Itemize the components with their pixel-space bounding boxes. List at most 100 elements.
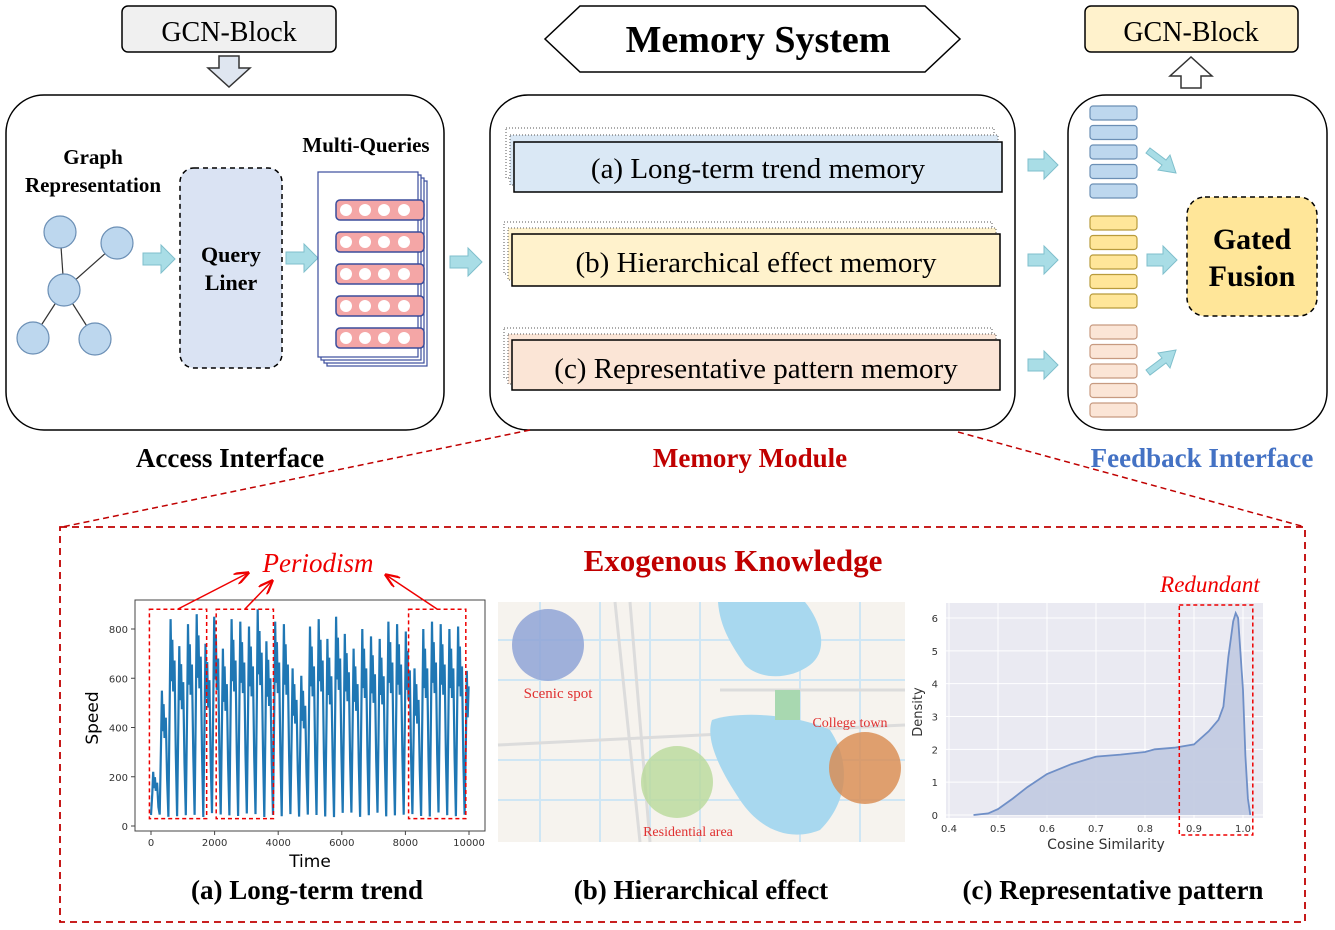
query-dot <box>359 332 371 344</box>
residential-area-label: Residential area <box>643 825 734 840</box>
caption-representative-pattern: (c) Representative pattern <box>963 875 1264 905</box>
periodism-highlight-box <box>215 608 275 820</box>
y-axis-label: Speed <box>83 691 103 744</box>
residential-area-region <box>641 746 713 818</box>
down-arrow-icon <box>206 55 252 89</box>
embedding-bar <box>1089 343 1138 360</box>
memory-system-title: Memory System <box>626 19 891 61</box>
x-tick-label: 0.4 <box>941 824 957 835</box>
memory-a-label: (a) Long-term trend memory <box>591 153 926 185</box>
hierarchical-effect-map: Scenic spot College town Residential are… <box>497 601 906 843</box>
query-dot <box>340 268 352 280</box>
query-dot <box>340 204 352 216</box>
query-dot <box>378 236 390 248</box>
query-dot <box>359 300 371 312</box>
embedding-stacks <box>1089 105 1138 418</box>
query-dot <box>398 236 410 248</box>
embedding-bar <box>1089 234 1138 251</box>
x-tick-label: 0.6 <box>1039 824 1055 835</box>
x-tick-label: 4000 <box>265 838 290 849</box>
scenic-spot-label: Scenic spot <box>524 686 594 702</box>
density-area <box>973 613 1251 815</box>
periodism-annotation: Periodism <box>262 548 374 578</box>
graph-label-2: Representation <box>25 173 161 197</box>
gcn-block-left-label: GCN-Block <box>161 17 296 48</box>
gcn-block-left: GCN-Block <box>121 5 337 53</box>
y-tick-label: 600 <box>109 674 128 685</box>
y-tick-label: 0 <box>932 811 938 822</box>
caption-long-term-trend: (a) Long-term trend <box>191 875 423 905</box>
memory-module-label: Memory Module <box>653 443 847 473</box>
query-dot <box>378 332 390 344</box>
periodism-highlight-box <box>407 608 467 820</box>
embedding-bar <box>1089 402 1138 418</box>
embedding-bar <box>1089 324 1138 340</box>
memory-c-label: (c) Representative pattern memory <box>554 353 958 385</box>
query-dot <box>359 268 371 280</box>
feedback-interface-panel: Gated Fusion <box>1067 94 1328 431</box>
gated-fusion-label: Gated <box>1213 223 1292 256</box>
gcn-block-right: GCN-Block <box>1084 5 1299 53</box>
query-dot <box>340 300 352 312</box>
gcn-block-right-label: GCN-Block <box>1123 17 1258 48</box>
access-interface-label: Access Interface <box>136 443 324 473</box>
y-tick-label: 3 <box>932 713 938 724</box>
embedding-bar <box>1089 183 1138 199</box>
representative-pattern-chart: Density Cosine Similarity 0.4 0.5 0.6 0.7 0.… <box>911 603 1263 853</box>
feedback-interface-label: Feedback Interface <box>1091 443 1314 473</box>
x-tick-label: 0 <box>148 838 154 849</box>
query-liner-label-2: Liner <box>205 270 258 295</box>
embedding-bar <box>1089 273 1138 290</box>
y-tick-label: 1 <box>932 778 938 789</box>
y-axis-label: Density <box>911 687 926 737</box>
query-liner-box <box>179 167 283 369</box>
y-tick-label: 5 <box>932 647 938 658</box>
memory-module-panel: (a) Long-term trend memory (b) Hierarchi… <box>489 94 1016 431</box>
query-dot <box>398 332 410 344</box>
college-town-region <box>829 732 901 804</box>
x-tick-label: 1.0 <box>1235 824 1251 835</box>
multi-queries-stack <box>317 171 428 367</box>
query-dot <box>378 300 390 312</box>
embedding-bar <box>1089 105 1138 121</box>
embedding-bar <box>1089 144 1138 160</box>
query-dot <box>359 236 371 248</box>
x-axis-label: Time <box>288 852 331 872</box>
y-tick-label: 4 <box>932 680 938 691</box>
access-interface-panel: Graph Representation Query Liner Multi-Q… <box>5 94 483 431</box>
query-dot <box>398 268 410 280</box>
arrow-icon <box>1145 147 1177 174</box>
query-liner-label: Query <box>201 242 261 267</box>
y-tick-label: 6 <box>932 614 938 625</box>
embedding-bar <box>1089 254 1138 270</box>
embedding-bar <box>1089 382 1138 399</box>
right-arrow-icon <box>1027 149 1059 181</box>
query-dot <box>359 204 371 216</box>
y-tick-label: 200 <box>109 773 128 784</box>
gated-fusion-label-2: Fusion <box>1209 260 1296 293</box>
y-tick-label: 800 <box>109 625 128 636</box>
y-tick-label: 0 <box>122 822 128 833</box>
memory-b-label: (b) Hierarchical effect memory <box>576 247 937 279</box>
density-line <box>973 610 1252 816</box>
graph-icon <box>16 215 134 356</box>
y-tick-label: 2 <box>932 745 938 756</box>
query-dot <box>340 332 352 344</box>
right-arrow-icon <box>142 243 176 275</box>
x-tick-label: 0.5 <box>990 824 1006 835</box>
x-tick-label: 6000 <box>329 838 354 849</box>
x-tick-label: 8000 <box>393 838 418 849</box>
up-arrow-icon <box>1168 55 1214 89</box>
exogenous-knowledge-box <box>59 526 1306 923</box>
right-arrow-icon <box>1027 244 1059 276</box>
x-tick-label: 2000 <box>202 838 227 849</box>
x-tick-label: 0.7 <box>1088 824 1104 835</box>
periodism-highlight-box <box>148 608 208 820</box>
exogenous-knowledge-title: Exogenous Knowledge <box>584 543 883 578</box>
memory-c: (c) Representative pattern memory <box>503 327 1001 391</box>
memory-a: (a) Long-term trend memory <box>505 127 1003 193</box>
right-arrow-icon <box>1146 244 1178 276</box>
query-dot <box>340 236 352 248</box>
y-tick-label: 400 <box>109 724 128 735</box>
